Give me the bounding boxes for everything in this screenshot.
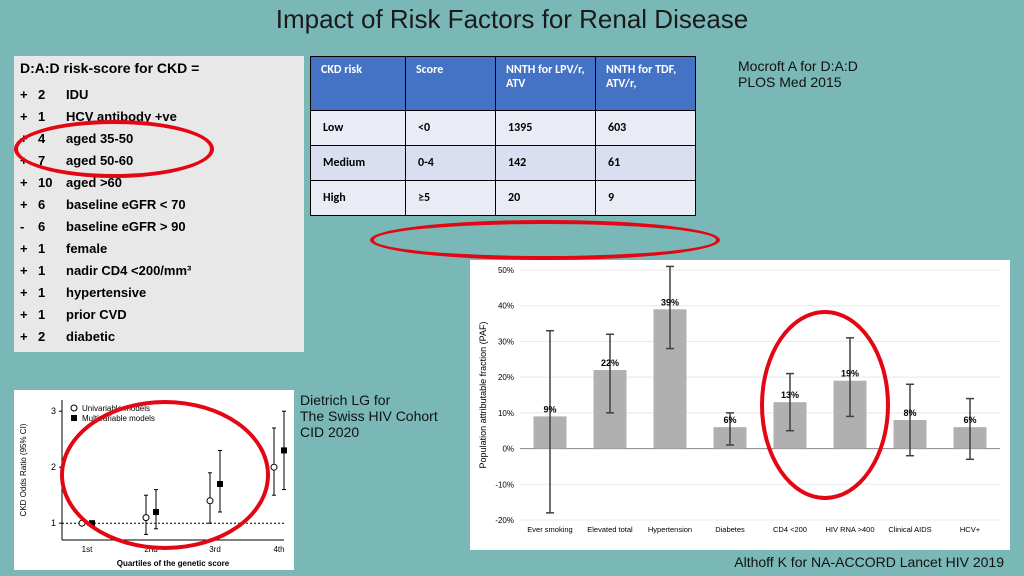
highlight-ellipse (370, 220, 720, 260)
svg-text:8%: 8% (903, 408, 916, 418)
table-cell: Medium (311, 146, 406, 181)
table-row: Low<01395603 (311, 111, 696, 146)
svg-text:Diabetes: Diabetes (715, 525, 745, 534)
svg-text:-10%: -10% (495, 480, 514, 489)
table-header: CKD risk (311, 57, 406, 111)
svg-text:0%: 0% (502, 445, 514, 454)
risk-row: +6baseline eGFR < 70 (20, 194, 298, 216)
svg-text:6%: 6% (723, 415, 736, 425)
risk-row: +7aged 50-60 (20, 150, 298, 172)
risk-row: +4aged 35-50 (20, 128, 298, 150)
svg-text:4th: 4th (273, 545, 284, 554)
table-cell: 20 (496, 181, 596, 216)
table-cell: 61 (596, 146, 696, 181)
svg-text:20%: 20% (498, 373, 514, 382)
risk-row: +1HCV antibody +ve (20, 106, 298, 128)
table-cell: 1395 (496, 111, 596, 146)
svg-text:19%: 19% (841, 369, 859, 379)
odds-ratio-chart: 1 2 3 1st 2nd 3rd 4th Univariable modelsMultiva… (14, 390, 294, 570)
table-cell: 142 (496, 146, 596, 181)
svg-text:6%: 6% (963, 415, 976, 425)
risk-row: +1prior CVD (20, 304, 298, 326)
table-cell: Low (311, 111, 406, 146)
svg-text:40%: 40% (498, 302, 514, 311)
risk-row: +1nadir CD4 <200/mm³ (20, 260, 298, 282)
svg-text:3: 3 (51, 406, 56, 416)
svg-text:Quartiles of the genetic score: Quartiles of the genetic score (117, 559, 230, 568)
svg-text:CKD Odds Ratio (95% CI): CKD Odds Ratio (95% CI) (19, 423, 28, 516)
citation-swiss: Dietrich LG for The Swiss HIV Cohort CID… (300, 392, 480, 440)
table-cell: ≥5 (406, 181, 496, 216)
table-row: Medium0-414261 (311, 146, 696, 181)
svg-text:CD4 <200: CD4 <200 (773, 525, 807, 534)
svg-text:2nd: 2nd (144, 545, 157, 554)
svg-text:39%: 39% (661, 297, 679, 307)
svg-text:30%: 30% (498, 337, 514, 346)
table-row: High≥5209 (311, 181, 696, 216)
table-cell: 0-4 (406, 146, 496, 181)
risk-score-header: D:A:D risk-score for CKD = (20, 60, 298, 76)
table-header: Score (406, 57, 496, 111)
citation-line: CID 2020 (300, 424, 480, 440)
table-header: NNTH for TDF, ATV/r, (596, 57, 696, 111)
risk-row: +1female (20, 238, 298, 260)
svg-text:Population attributable fracti: Population attributable fraction (PAF) (478, 322, 488, 469)
citation-line: The Swiss HIV Cohort (300, 408, 480, 424)
risk-row: -6baseline eGFR > 90 (20, 216, 298, 238)
citation-naaccord: Althoff K for NA-ACCORD Lancet HIV 2019 (734, 554, 1004, 570)
svg-text:HIV RNA >400: HIV RNA >400 (826, 525, 875, 534)
risk-row: +1hypertensive (20, 282, 298, 304)
citation-line: Dietrich LG for (300, 392, 480, 408)
table-cell: <0 (406, 111, 496, 146)
svg-text:1: 1 (51, 518, 56, 528)
svg-text:10%: 10% (498, 409, 514, 418)
svg-text:22%: 22% (601, 358, 619, 368)
page-title: Impact of Risk Factors for Renal Disease (0, 4, 1024, 35)
svg-text:50%: 50% (498, 266, 514, 275)
table-cell: 603 (596, 111, 696, 146)
svg-text:Multivariable models: Multivariable models (82, 414, 155, 423)
svg-text:1st: 1st (82, 545, 93, 554)
svg-text:9%: 9% (543, 404, 556, 414)
svg-text:-20%: -20% (495, 516, 514, 525)
svg-text:Hypertension: Hypertension (648, 525, 692, 534)
svg-text:Elevated total: Elevated total (587, 525, 633, 534)
svg-text:2: 2 (51, 462, 56, 472)
risk-row: +2diabetic (20, 326, 298, 348)
citation-line: PLOS Med 2015 (738, 74, 958, 90)
ckd-risk-table: CKD riskScoreNNTH for LPV/r, ATVNNTH for… (310, 56, 696, 216)
svg-text:Univariable models: Univariable models (82, 404, 150, 413)
risk-score-panel: D:A:D risk-score for CKD = +2IDU+1HCV an… (14, 56, 304, 352)
svg-text:Ever smoking: Ever smoking (527, 525, 572, 534)
table-cell: High (311, 181, 406, 216)
svg-text:3rd: 3rd (209, 545, 221, 554)
risk-row: +2IDU (20, 84, 298, 106)
paf-bar-chart: -20% -10% 0% 10% 20% 30% 40% 50% 9% Ever smoking 2… (470, 260, 1010, 550)
table-cell: 9 (596, 181, 696, 216)
risk-row: +10aged >60 (20, 172, 298, 194)
citation-line: Mocroft A for D:A:D (738, 58, 958, 74)
citation-dad: Mocroft A for D:A:D PLOS Med 2015 (738, 58, 958, 90)
svg-text:HCV+: HCV+ (960, 525, 981, 534)
svg-text:13%: 13% (781, 390, 799, 400)
table-header: NNTH for LPV/r, ATV (496, 57, 596, 111)
svg-text:Clinical AIDS: Clinical AIDS (888, 525, 931, 534)
